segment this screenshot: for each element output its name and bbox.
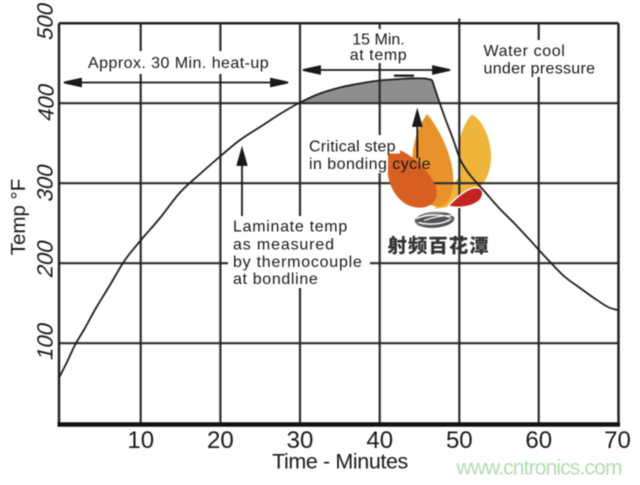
svg-text:300: 300 — [33, 161, 58, 203]
svg-text:200: 200 — [33, 237, 58, 279]
svg-text:100: 100 — [33, 320, 58, 362]
svg-text:Approx. 30 Min. heat-up: Approx. 30 Min. heat-up — [88, 55, 269, 72]
svg-text:400: 400 — [34, 81, 59, 123]
svg-text:Critical step: Critical step — [309, 139, 396, 156]
svg-text:60: 60 — [525, 427, 552, 454]
svg-text:Time - Minutes: Time - Minutes — [272, 450, 408, 474]
svg-text:15 Min.: 15 Min. — [352, 32, 404, 49]
svg-text:www.cntronics.com: www.cntronics.com — [455, 457, 622, 480]
svg-text:10: 10 — [127, 427, 154, 454]
svg-text:Laminate temp: Laminate temp — [233, 219, 348, 236]
svg-text:at bondline: at bondline — [233, 271, 318, 288]
svg-text:500: 500 — [33, 0, 58, 42]
svg-text:at temp: at temp — [350, 47, 408, 64]
svg-text:50: 50 — [446, 427, 473, 454]
svg-text:Water cool: Water cool — [484, 43, 566, 60]
svg-text:under pressure: under pressure — [484, 61, 596, 78]
svg-text:70: 70 — [604, 427, 631, 454]
svg-text:40: 40 — [366, 427, 393, 454]
svg-text:20: 20 — [207, 427, 234, 454]
svg-text:by thermocouple: by thermocouple — [233, 254, 363, 271]
svg-text:as measured: as measured — [233, 237, 335, 254]
svg-text:30: 30 — [287, 427, 314, 454]
svg-text:in bonding cycle: in bonding cycle — [309, 156, 431, 173]
svg-text:Temp °F: Temp °F — [7, 179, 30, 256]
